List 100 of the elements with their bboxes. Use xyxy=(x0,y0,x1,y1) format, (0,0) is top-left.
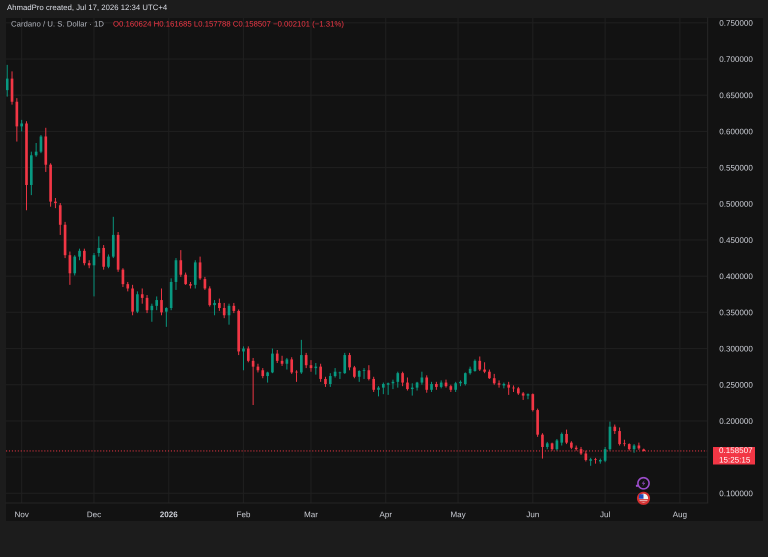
candlestick xyxy=(140,288,144,304)
candlestick xyxy=(454,381,457,392)
candlestick xyxy=(68,251,72,286)
y-tick-label: 0.300000 xyxy=(720,346,753,352)
y-tick-label: 0.500000 xyxy=(720,201,753,207)
candlestick xyxy=(213,300,216,316)
y-tick-label: 0.650000 xyxy=(720,92,753,98)
x-tick-label: Apr xyxy=(379,512,392,519)
candlestick xyxy=(492,373,496,386)
candlestick xyxy=(541,432,544,460)
candlestick xyxy=(478,356,482,372)
candlestick xyxy=(92,252,96,297)
candlestick xyxy=(122,268,124,288)
candlestick xyxy=(334,368,336,378)
candlestick xyxy=(107,254,110,269)
ref-line-label: 0.158507 xyxy=(719,447,752,454)
x-tick-label: Feb xyxy=(237,511,250,518)
candlestick xyxy=(184,272,187,286)
candlestick xyxy=(208,286,212,308)
candlestick xyxy=(40,134,42,154)
candlestick xyxy=(165,306,168,328)
candlestick xyxy=(271,348,274,374)
candlestick xyxy=(280,355,284,366)
candlestick xyxy=(204,276,206,290)
x-tick-label: Jun xyxy=(526,512,539,518)
x-tick-label: Aug xyxy=(672,512,687,519)
y-tick-label: 0.350000 xyxy=(720,310,753,316)
candlestick xyxy=(10,70,14,106)
candlestick xyxy=(604,446,606,463)
candlestick xyxy=(531,392,534,412)
candlestick xyxy=(613,424,616,434)
candlestick xyxy=(276,350,279,364)
candlestick xyxy=(58,202,62,236)
x-tick-label: Dec xyxy=(88,512,101,518)
x-tick-label: Nov xyxy=(15,512,29,518)
candlestick xyxy=(368,364,370,381)
y-tick-label: 0.250000 xyxy=(720,382,753,388)
candlestick xyxy=(556,438,558,452)
candlestick xyxy=(319,363,322,382)
candlestick xyxy=(34,142,38,158)
candlestick xyxy=(372,376,376,392)
candlestick xyxy=(246,346,250,363)
candlestick xyxy=(474,358,476,372)
candlestick xyxy=(261,368,264,379)
candlestick xyxy=(377,386,380,397)
candlestick xyxy=(6,64,9,98)
candlestick xyxy=(102,244,105,270)
y-tick-label: 0.450000 xyxy=(720,237,753,243)
candlestick xyxy=(348,352,351,371)
candlestick xyxy=(160,288,163,316)
candlestick xyxy=(314,362,318,376)
candlestick xyxy=(392,379,394,390)
x-tick-label: Mar xyxy=(304,512,318,518)
candlestick xyxy=(198,256,202,280)
candlestick xyxy=(295,370,298,382)
candlestick xyxy=(218,298,221,312)
candlestick xyxy=(20,119,23,132)
candlestick xyxy=(406,377,409,392)
candlestick xyxy=(194,260,197,289)
candlestick xyxy=(343,352,346,374)
candlestick xyxy=(112,216,115,259)
y-tick-label: 0.700000 xyxy=(720,56,753,62)
candlestick xyxy=(126,281,130,292)
candlestick xyxy=(131,284,134,316)
candlestick xyxy=(430,381,433,392)
x-tick-label: May xyxy=(451,512,466,519)
candlestick xyxy=(136,290,139,314)
y-tick-label: 0.200000 xyxy=(720,418,753,424)
candlestick xyxy=(266,371,269,384)
candlestick xyxy=(97,236,100,258)
y-tick-label: 0.400000 xyxy=(720,273,753,280)
candlestick xyxy=(382,382,385,395)
y-tick-label: 0.600000 xyxy=(720,128,753,134)
candlestick xyxy=(324,376,327,388)
candlestick xyxy=(252,357,254,406)
x-tick-label: Jul xyxy=(600,511,610,518)
y-tick-label: 0.100000 xyxy=(720,490,753,496)
candlestick xyxy=(358,370,361,382)
candlestick xyxy=(179,250,182,278)
candlestick xyxy=(232,302,236,314)
candlestick xyxy=(488,369,491,380)
y-tick-label: 0.750000 xyxy=(720,20,753,26)
candlestick xyxy=(73,254,76,276)
candlestick xyxy=(328,372,332,388)
candlestick xyxy=(304,352,308,369)
candlestick xyxy=(242,346,245,371)
candlestick xyxy=(353,365,356,379)
x-tick-label: 2026 xyxy=(160,512,178,518)
candlestick xyxy=(290,356,294,374)
text: 15:25:15 xyxy=(720,456,750,463)
candlestick xyxy=(83,248,86,266)
candlestick xyxy=(425,374,428,394)
y-tick-label: 0.550000 xyxy=(720,164,753,171)
candlestick xyxy=(396,371,400,388)
candlestick xyxy=(155,296,158,311)
candlestick xyxy=(146,294,148,314)
candlestick xyxy=(78,248,81,261)
candlestick xyxy=(310,360,312,372)
candlestick xyxy=(222,302,226,319)
candlestick xyxy=(420,371,424,386)
